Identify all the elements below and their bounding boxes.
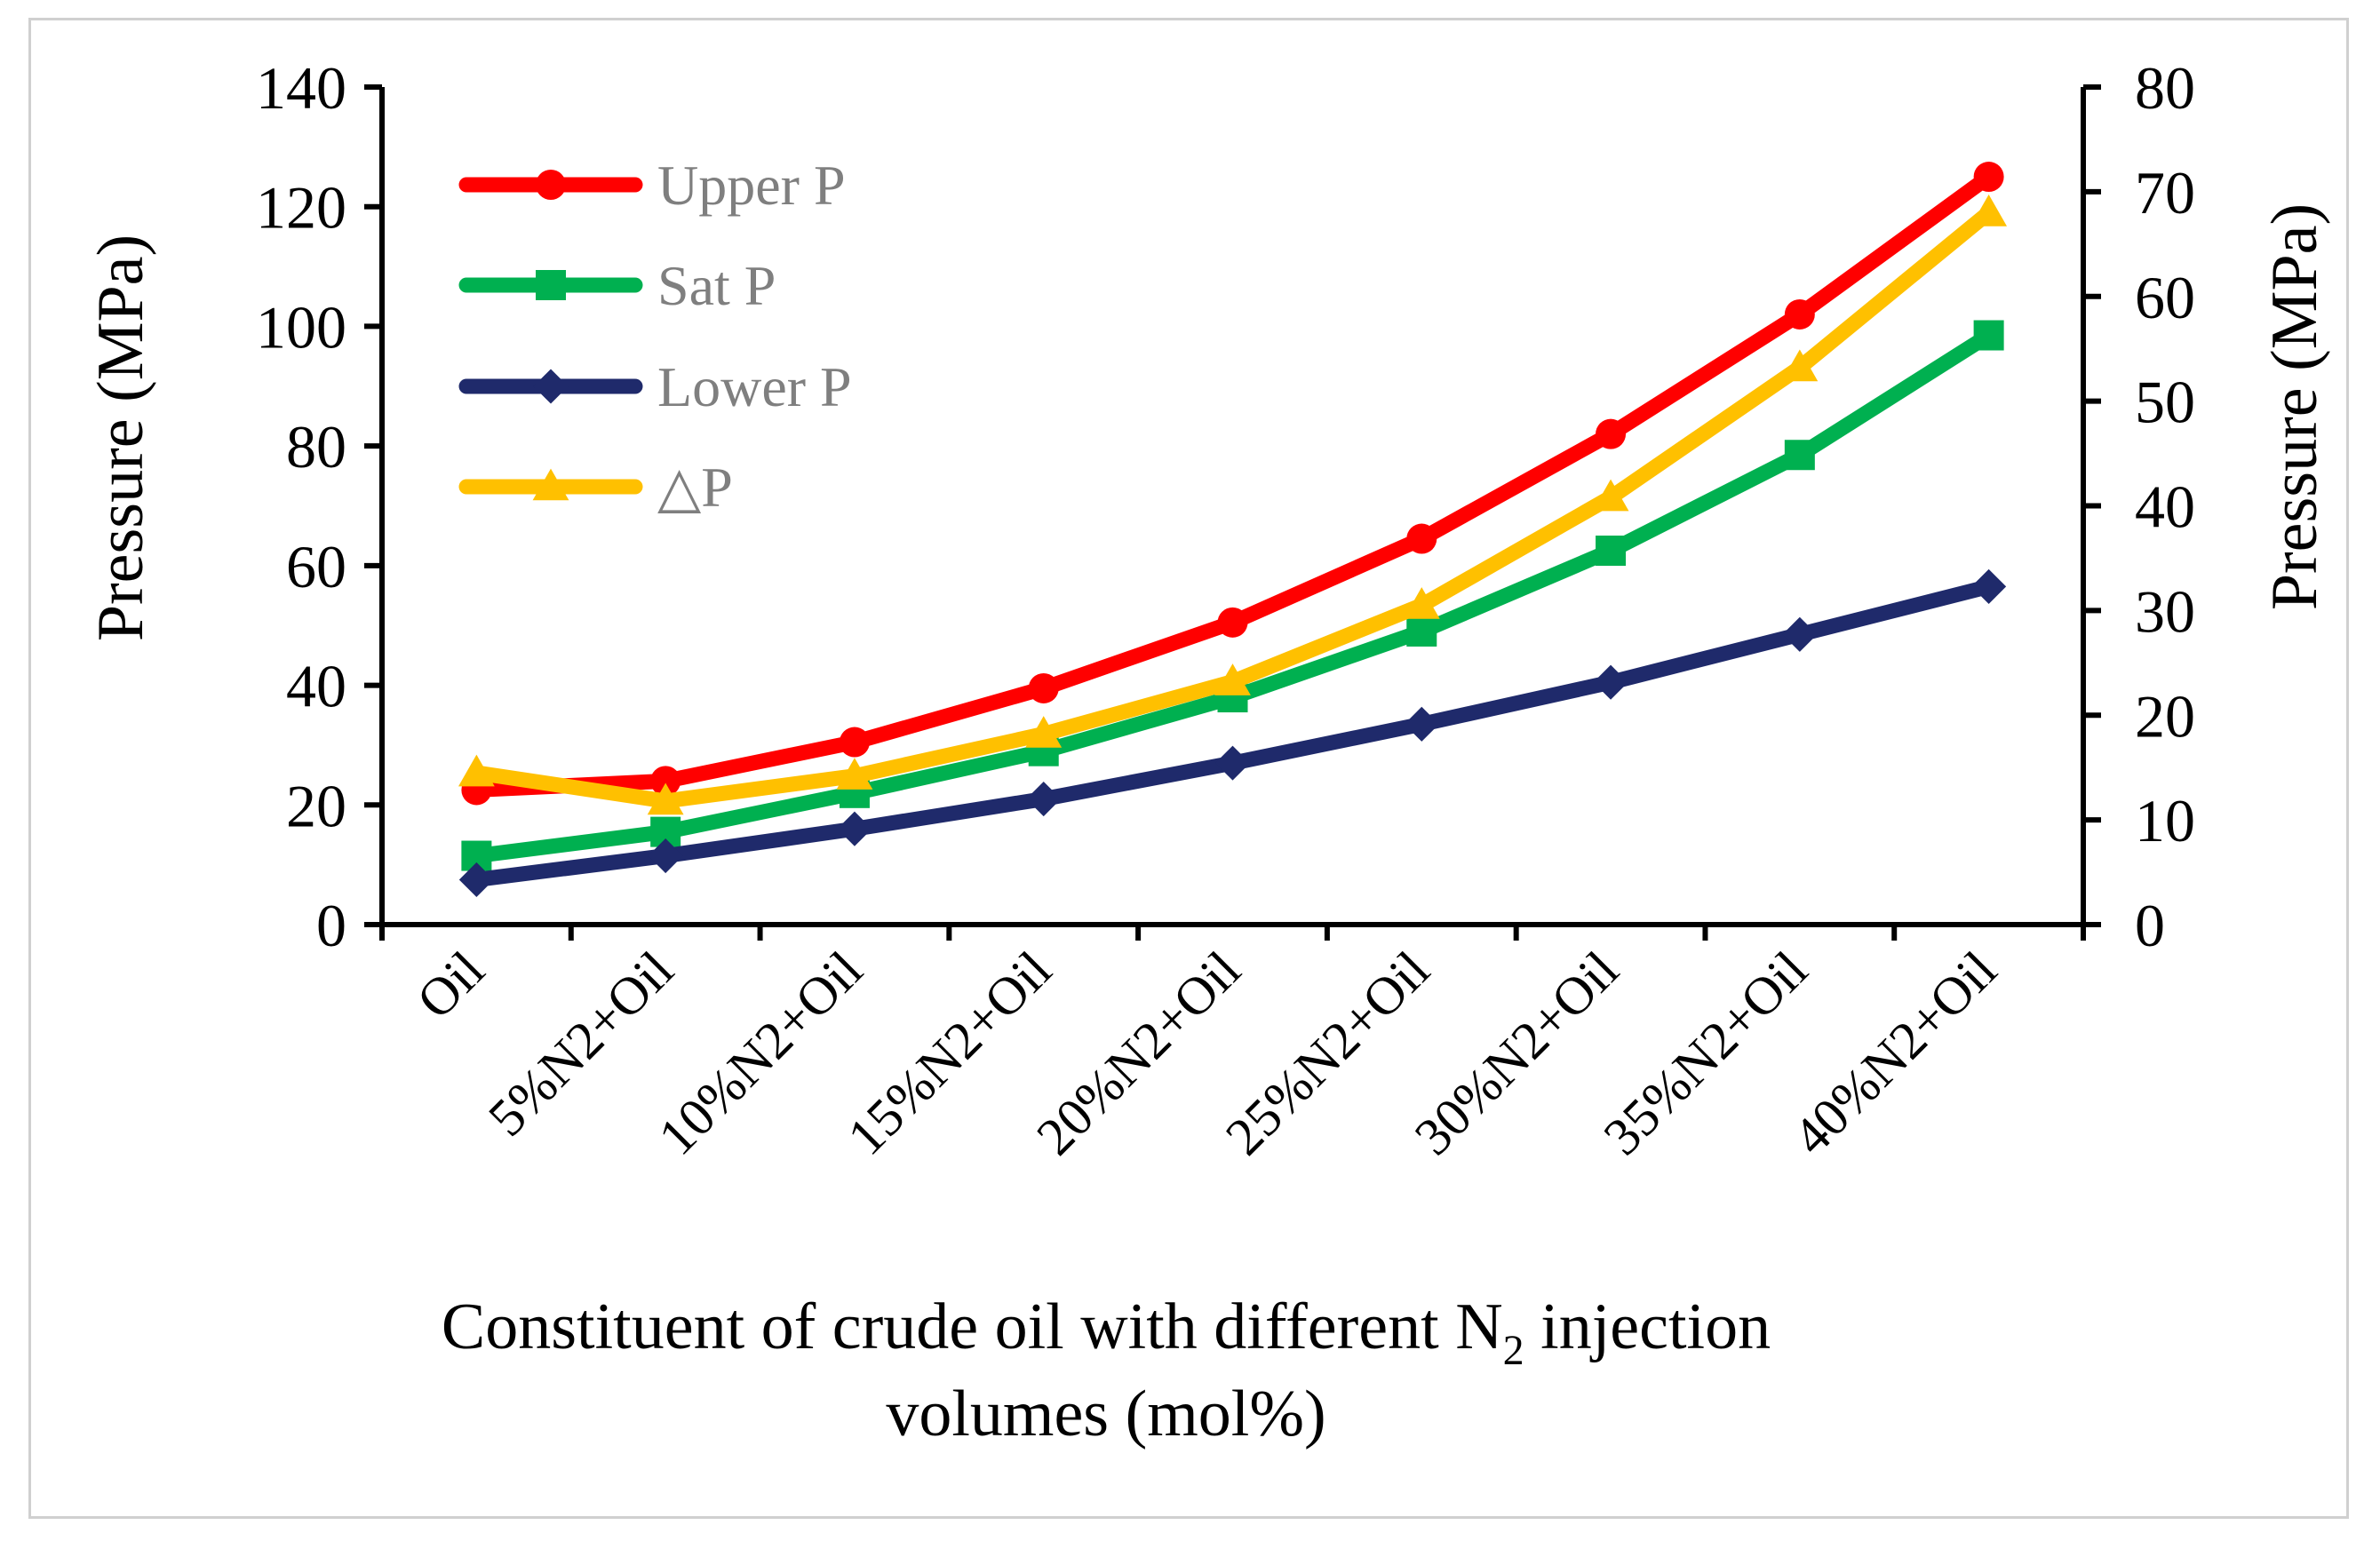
- data-point-triangle: [458, 754, 495, 787]
- legend-item: Sat P: [458, 254, 776, 317]
- legend-item: Lower P: [458, 355, 852, 418]
- x-tick-label: 15%N2+Oil: [836, 941, 1062, 1166]
- data-point-square: [1596, 536, 1627, 567]
- data-point-diamond: [1971, 568, 2007, 604]
- data-point-diamond: [648, 838, 683, 874]
- x-axis-title-part1: Constituent of crude oil with different …: [442, 1291, 1503, 1363]
- y-right-tick-label: 30: [2135, 577, 2195, 645]
- series-layer: [458, 162, 2008, 898]
- y-right-tick-label: 20: [2135, 682, 2195, 750]
- data-point-diamond: [1593, 664, 1628, 700]
- y-left-tick-label: 120: [256, 174, 346, 242]
- data-point-triangle: [1592, 479, 1629, 512]
- legend-item: △P: [458, 456, 733, 519]
- y-left-tick-label: 60: [286, 533, 346, 600]
- x-axis-title-line2: volumes (mol%): [886, 1378, 1325, 1450]
- data-point-triangle: [1025, 716, 1063, 748]
- legend-label: Upper P: [657, 154, 846, 217]
- y-axis-right-title: Pressure (MPa): [2258, 203, 2331, 610]
- data-point-square: [1973, 320, 2004, 351]
- y-right-tick-label: 0: [2135, 892, 2165, 959]
- x-tick-label: 40%N2+Oil: [1781, 941, 2007, 1166]
- chart-frame: 0 20 40 60 80 100 120 140 0 10 20 30 40 50 60 70 80 Oil 5%…: [28, 18, 2349, 1519]
- data-point-triangle: [1403, 587, 1440, 619]
- data-point-triangle: [532, 468, 569, 501]
- series-p: [458, 195, 2008, 815]
- legend-label: Sat P: [657, 254, 776, 317]
- data-point-diamond: [1404, 706, 1439, 742]
- data-point-circle: [1784, 298, 1815, 330]
- x-tick-label: 30%N2+Oil: [1404, 941, 1629, 1166]
- data-point-circle: [839, 727, 870, 758]
- data-point-circle: [1406, 523, 1437, 554]
- x-axis-title-part2: injection: [1524, 1291, 1771, 1363]
- data-point-circle: [1973, 162, 2004, 193]
- data-point-triangle: [647, 782, 684, 815]
- data-point-square: [536, 270, 566, 300]
- y-left-tick-label: 0: [316, 892, 346, 959]
- x-tick-label: 35%N2+Oil: [1593, 941, 1819, 1166]
- legend: Upper P Sat P Lower P △P: [458, 154, 852, 519]
- data-point-triangle: [836, 758, 873, 790]
- data-point-circle: [536, 170, 566, 200]
- data-point-circle: [1596, 418, 1627, 449]
- line-chart: 0 20 40 60 80 100 120 140 0 10 20 30 40 50 60 70 80 Oil5%…: [84, 54, 2331, 1450]
- data-point-triangle: [1214, 663, 1251, 695]
- y-left-tick-label: 140: [256, 54, 346, 122]
- data-point-square: [1406, 616, 1437, 647]
- data-point-diamond: [1026, 782, 1062, 817]
- data-point-circle: [1217, 607, 1248, 638]
- x-axis-title-line1: Constituent of crude oil with different …: [442, 1291, 1771, 1374]
- legend-label: Lower P: [657, 355, 852, 418]
- y-left-tick-label: 40: [286, 653, 346, 720]
- data-point-triangle: [1970, 195, 2008, 226]
- y-right-tick-label: 50: [2135, 369, 2195, 436]
- x-axis-title-subscript: 2: [1503, 1327, 1524, 1374]
- x-tick-label: 25%N2+Oil: [1214, 941, 1440, 1166]
- legend-label: △P: [657, 456, 733, 519]
- y-left-tick-label: 100: [256, 293, 346, 361]
- series-lowerp: [458, 568, 2007, 898]
- y-right-tick-label: 70: [2135, 159, 2195, 226]
- data-point-circle: [1028, 672, 1059, 703]
- y-right-tick-label: 40: [2135, 473, 2195, 541]
- data-point-diamond: [458, 862, 494, 898]
- y-right-tick-label: 10: [2135, 787, 2195, 854]
- y-left-tick-label: 20: [286, 772, 346, 839]
- series-satp: [461, 320, 2004, 871]
- y-right-tick-label: 80: [2135, 54, 2195, 122]
- y-left-tick-label: 80: [286, 413, 346, 481]
- data-point-circle: [650, 766, 681, 797]
- data-point-square: [1784, 440, 1815, 471]
- legend-item: Upper P: [458, 154, 846, 217]
- data-point-triangle: [1781, 349, 1819, 382]
- data-point-diamond: [1214, 745, 1251, 781]
- y-axis-left-title: Pressure (MPa): [84, 234, 157, 641]
- x-tick-label: 20%N2+Oil: [1025, 941, 1251, 1166]
- x-tick-label: 5%N2+Oil: [477, 941, 684, 1148]
- data-point-diamond: [1782, 616, 1818, 652]
- y-right-tick-label: 60: [2135, 264, 2195, 331]
- x-tick-label: 10%N2+Oil: [648, 941, 873, 1166]
- data-point-diamond: [533, 369, 569, 404]
- x-tick-label: Oil: [406, 941, 496, 1030]
- data-point-diamond: [837, 811, 872, 846]
